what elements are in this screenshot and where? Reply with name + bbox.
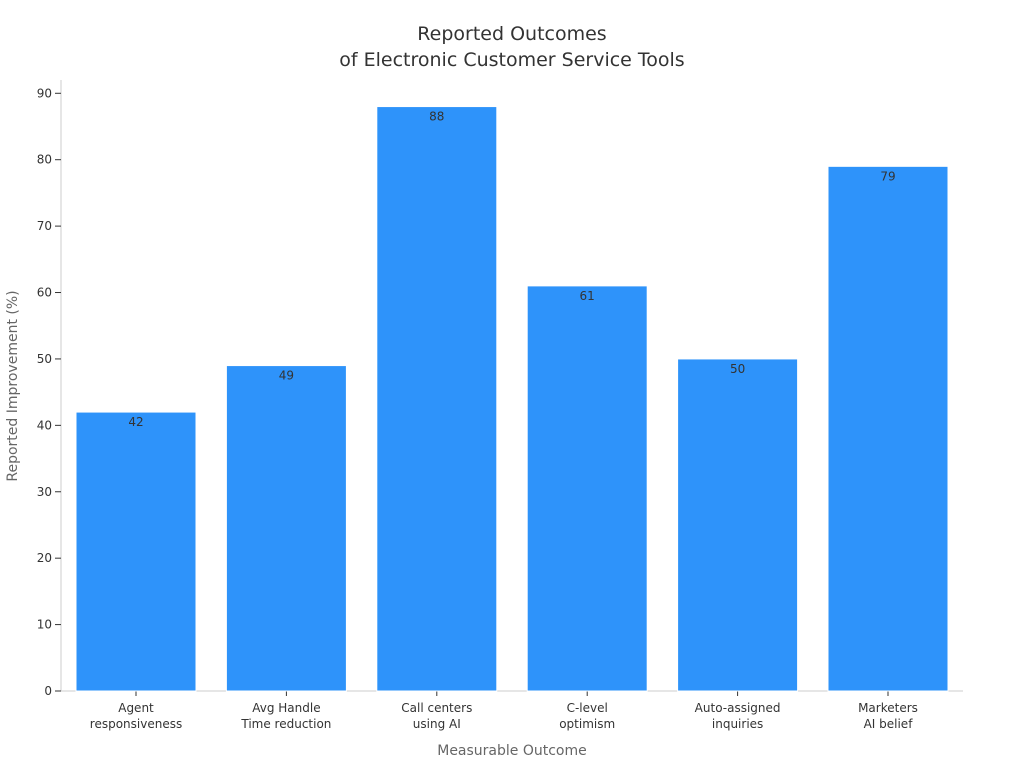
bar [75,411,197,692]
bar-data-label: 88 [429,110,444,124]
x-axis: Agent responsiveness Avg Handle Time reduct… [61,690,963,731]
bar [225,365,347,692]
bar-data-label: 49 [279,369,294,383]
x-tick-label: C-level [567,701,608,715]
x-tick-label: AI belief [864,717,914,731]
chart-title-line-1: Reported Outcomes [417,23,606,45]
bar [827,165,949,692]
x-tick-label: Marketers [858,701,918,715]
y-axis-title: Reported Improvement (%) [5,290,21,481]
bar [677,358,799,692]
bar [526,285,648,692]
bar-data-label: 42 [128,415,143,429]
x-tick-label: Auto-assigned [695,701,781,715]
y-tick-label: 20 [37,551,52,565]
y-tick-label: 30 [37,485,52,499]
x-axis-title: Measurable Outcome [437,743,587,759]
x-tick-label: using AI [413,717,461,731]
y-tick-label: 0 [44,684,52,698]
x-tick-label: inquiries [712,717,763,731]
x-tick-label: responsiveness [90,717,182,731]
y-tick-label: 40 [37,418,52,432]
bars-group: 42 49 88 61 50 79 [75,106,949,692]
x-tick-label: optimism [559,717,615,731]
x-tick-label: Agent [118,701,154,715]
chart-title-line-2: of Electronic Customer Service Tools [339,49,684,71]
y-tick-label: 10 [37,618,52,632]
bar-data-label: 79 [880,169,895,183]
y-tick-label: 50 [37,352,52,366]
y-tick-label: 70 [37,219,52,233]
y-axis: 0 10 20 30 40 50 60 70 80 90 [37,80,62,698]
bar-data-label: 61 [580,289,595,303]
bar [376,106,498,692]
x-tick-label: Avg Handle [252,701,320,715]
bar-data-label: 50 [730,362,745,376]
y-tick-label: 80 [37,153,52,167]
y-tick-label: 90 [37,86,52,100]
x-tick-label: Time reduction [240,717,331,731]
y-tick-label: 60 [37,286,52,300]
x-tick-label: Call centers [401,701,472,715]
